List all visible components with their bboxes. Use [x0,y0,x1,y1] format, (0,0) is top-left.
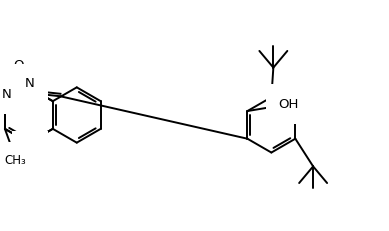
Text: N: N [25,77,35,90]
Text: N: N [2,88,12,101]
Text: OH: OH [279,98,299,111]
Text: N: N [25,144,35,157]
Text: O: O [14,59,24,72]
Text: CH₃: CH₃ [5,154,26,167]
